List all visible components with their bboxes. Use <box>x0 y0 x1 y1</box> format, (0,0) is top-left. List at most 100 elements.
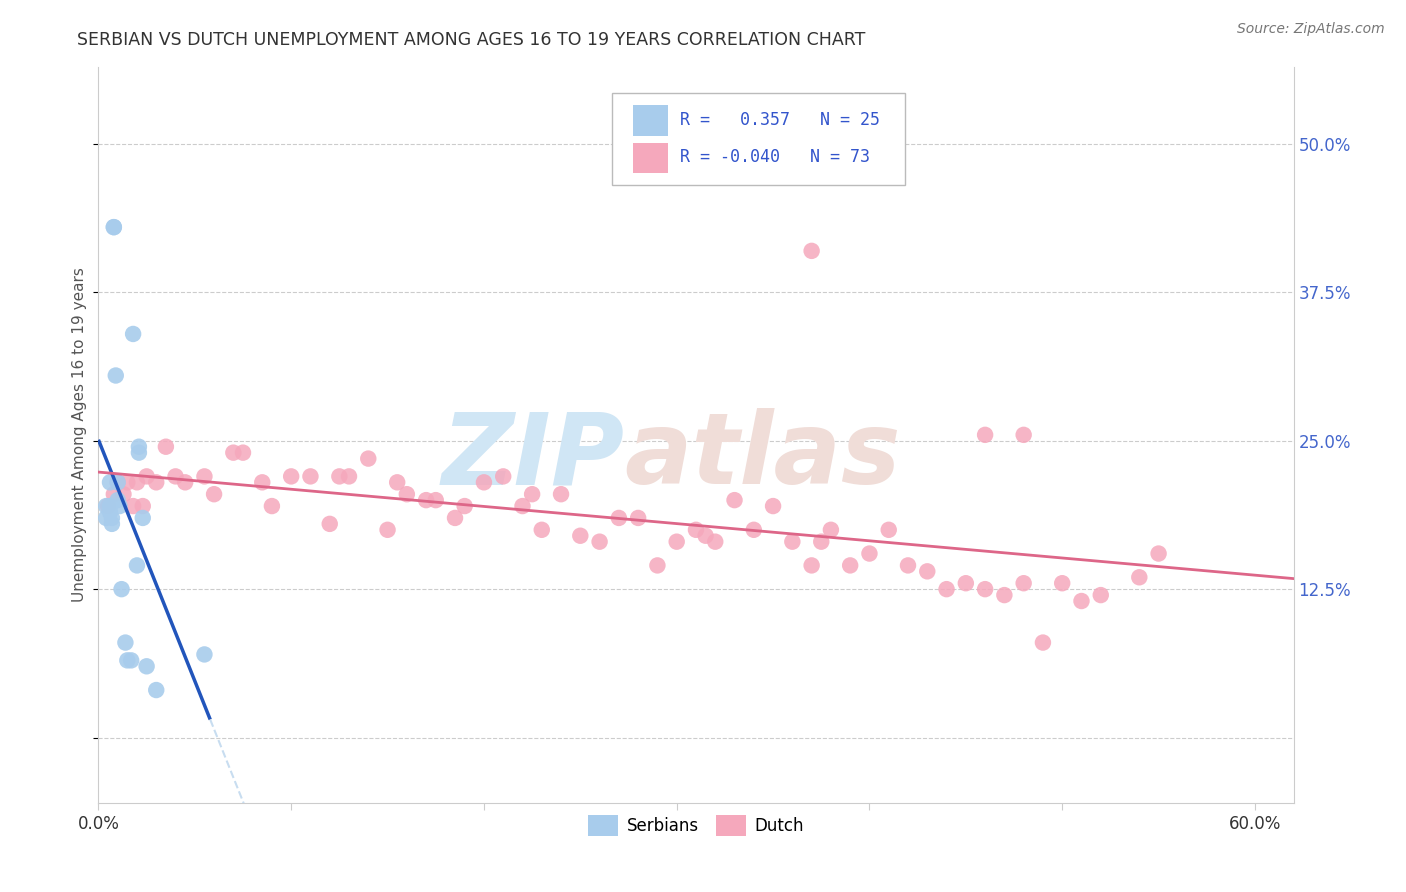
Point <box>453 499 475 513</box>
Point <box>94 511 117 525</box>
Point <box>122 326 145 341</box>
Point <box>512 499 534 513</box>
Point <box>472 475 495 490</box>
Point <box>193 648 215 662</box>
Point <box>607 511 630 525</box>
Point <box>627 511 650 525</box>
Text: R =   0.357   N = 25: R = 0.357 N = 25 <box>681 111 880 129</box>
Point <box>299 469 322 483</box>
Point <box>319 516 342 531</box>
Point <box>762 499 785 513</box>
Point <box>132 499 155 513</box>
Point <box>704 534 727 549</box>
Point <box>897 558 920 573</box>
Text: SERBIAN VS DUTCH UNEMPLOYMENT AMONG AGES 16 TO 19 YEARS CORRELATION CHART: SERBIAN VS DUTCH UNEMPLOYMENT AMONG AGES… <box>77 31 866 49</box>
Point <box>1050 576 1073 591</box>
Point <box>415 493 437 508</box>
Point <box>839 558 862 573</box>
Point <box>94 499 117 513</box>
Point <box>165 469 187 483</box>
Text: R = -0.040   N = 73: R = -0.040 N = 73 <box>681 148 870 166</box>
Point <box>103 220 125 235</box>
Point <box>145 683 167 698</box>
Point <box>128 445 150 459</box>
Point <box>810 534 832 549</box>
Point <box>104 368 127 383</box>
Point <box>98 499 121 513</box>
Point <box>145 475 167 490</box>
Point <box>112 487 135 501</box>
Point <box>1090 588 1112 602</box>
Point <box>695 529 717 543</box>
Point <box>337 469 360 483</box>
Point <box>120 653 142 667</box>
Point <box>155 440 177 454</box>
Point <box>550 487 572 501</box>
Point <box>101 516 124 531</box>
Point <box>1032 635 1054 649</box>
Point <box>800 244 823 258</box>
Point <box>107 493 129 508</box>
Text: Source: ZipAtlas.com: Source: ZipAtlas.com <box>1237 22 1385 37</box>
Point <box>357 451 380 466</box>
Point <box>955 576 977 591</box>
Point <box>232 445 254 459</box>
Point <box>1012 427 1035 442</box>
Point <box>1070 594 1092 608</box>
Point <box>444 511 467 525</box>
Point <box>858 547 880 561</box>
FancyBboxPatch shape <box>633 143 668 173</box>
Point <box>135 659 157 673</box>
Point <box>974 582 997 596</box>
Point <box>647 558 669 573</box>
Point <box>252 475 274 490</box>
Point <box>569 529 592 543</box>
Point <box>193 469 215 483</box>
Point <box>122 499 145 513</box>
Point <box>935 582 957 596</box>
Point <box>128 440 150 454</box>
Point <box>132 511 155 525</box>
Point <box>174 475 197 490</box>
Point <box>588 534 610 549</box>
Y-axis label: Unemployment Among Ages 16 to 19 years: Unemployment Among Ages 16 to 19 years <box>72 268 87 602</box>
Point <box>530 523 553 537</box>
Point <box>125 475 148 490</box>
Point <box>107 475 129 490</box>
Text: atlas: atlas <box>624 409 901 506</box>
Point <box>820 523 842 537</box>
Point <box>117 653 139 667</box>
Point <box>98 475 121 490</box>
FancyBboxPatch shape <box>613 93 905 185</box>
Point <box>328 469 350 483</box>
Point <box>202 487 225 501</box>
Point <box>1012 576 1035 591</box>
Point <box>974 427 997 442</box>
Point <box>385 475 409 490</box>
Point <box>377 523 399 537</box>
Point <box>135 469 157 483</box>
Text: ZIP: ZIP <box>441 409 624 506</box>
Point <box>260 499 283 513</box>
Point <box>685 523 707 537</box>
Point <box>1128 570 1150 584</box>
Point <box>280 469 302 483</box>
Point <box>97 499 120 513</box>
FancyBboxPatch shape <box>633 105 668 136</box>
Point <box>520 487 543 501</box>
Legend: Serbians, Dutch: Serbians, Dutch <box>582 809 810 842</box>
Point <box>742 523 765 537</box>
Point <box>917 565 939 579</box>
Point <box>103 220 125 235</box>
Point <box>425 493 447 508</box>
Point <box>103 487 125 501</box>
Point <box>782 534 804 549</box>
Point <box>665 534 688 549</box>
Point <box>107 475 129 490</box>
Point <box>492 469 515 483</box>
Point <box>1147 547 1170 561</box>
Point <box>108 499 131 513</box>
Point <box>101 511 124 525</box>
Point <box>877 523 900 537</box>
Point <box>114 635 136 649</box>
